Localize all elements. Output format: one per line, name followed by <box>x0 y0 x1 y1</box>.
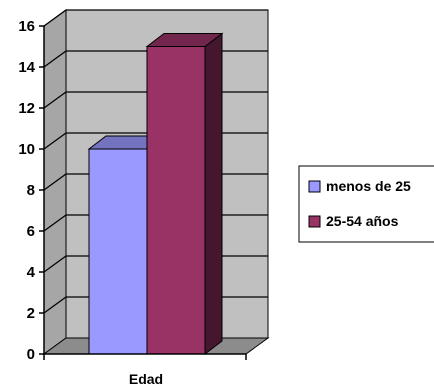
bar-25-54-anos <box>145 32 224 356</box>
gridline <box>43 91 67 109</box>
x-category-label: Edad <box>129 371 163 387</box>
gridline <box>43 9 67 27</box>
gridline <box>43 214 67 232</box>
y-tick-label: 16 <box>18 18 35 35</box>
legend-label-25-54: 25-54 años <box>326 213 399 229</box>
legend-swatch-menos-de-25 <box>308 180 321 193</box>
y-tick-label: 10 <box>18 141 35 158</box>
gridline <box>43 173 67 191</box>
y-tick-label: 8 <box>27 182 35 199</box>
gridline <box>43 132 67 150</box>
y-tick-label: 0 <box>27 346 35 363</box>
gridline <box>43 296 67 314</box>
y-tick-label: 14 <box>18 59 35 76</box>
y-tick-label: 2 <box>27 305 35 322</box>
bars-group <box>87 32 224 356</box>
gridline <box>43 255 67 273</box>
gridline <box>43 50 67 68</box>
y-tick-label: 4 <box>27 264 36 281</box>
legend-swatch-25-54 <box>308 215 321 228</box>
legend-label-menos-de-25: menos de 25 <box>326 178 411 194</box>
y-tick-label: 12 <box>18 100 35 117</box>
legend-box <box>298 165 434 243</box>
y-axis: 0 2 4 6 8 10 12 14 16 <box>18 18 247 363</box>
y-tick-label: 6 <box>27 223 35 240</box>
